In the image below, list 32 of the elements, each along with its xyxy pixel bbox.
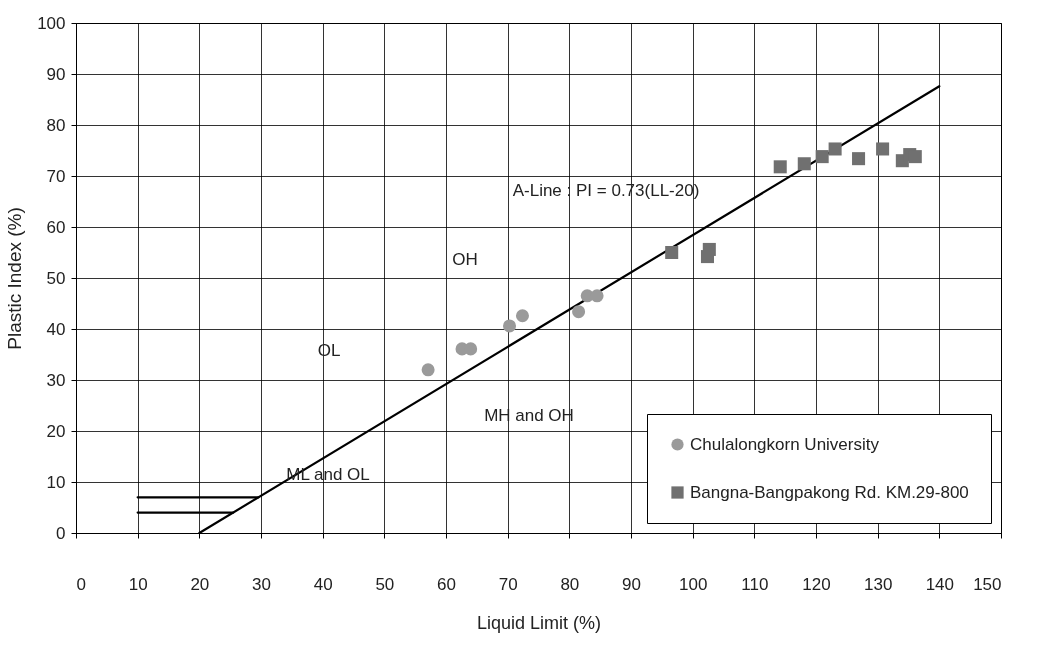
y-tick-label: 0: [56, 523, 66, 543]
x-tick-label: 80: [560, 574, 580, 594]
y-tick-label: 80: [46, 115, 66, 135]
y-tick-label: 50: [46, 268, 66, 288]
x-tick-label: 90: [622, 574, 641, 594]
x-tick-label: 10: [128, 574, 148, 594]
x-tick-label: 120: [802, 574, 831, 594]
x-tick-label: 30: [252, 574, 271, 594]
y-axis-title: Plastic Index (%): [4, 207, 26, 350]
y-tick-label: 90: [46, 64, 66, 84]
annotation: OH: [452, 250, 478, 269]
x-tick-label: 0: [76, 574, 86, 594]
y-tick-label: 100: [37, 13, 66, 33]
y-tick-label: 30: [46, 370, 66, 390]
x-tick-label: 130: [863, 574, 893, 594]
y-tick-label: 10: [46, 472, 66, 492]
y-tick-label: 20: [46, 421, 66, 441]
y-tick-label: 70: [46, 166, 66, 186]
legend-label: Bangna-Bangpakong Rd. KM.29-800: [690, 482, 969, 502]
y-tick-label: 40: [46, 319, 66, 339]
x-tick-label: 110: [741, 574, 769, 594]
x-tick-label: 70: [498, 574, 518, 594]
legend-label: Chulalongkorn University: [690, 434, 880, 454]
x-tick-label: 140: [925, 574, 955, 594]
x-tick-label: 50: [375, 574, 395, 594]
x-tick-label: 100: [678, 574, 708, 594]
x-tick-label: 20: [190, 574, 210, 594]
x-tick-label: 150: [973, 574, 1002, 594]
y-tick-label: 60: [46, 217, 66, 237]
x-axis-title: Liquid Limit (%): [476, 612, 602, 633]
x-tick-label: 40: [313, 574, 333, 594]
x-tick-label: 60: [437, 574, 456, 594]
